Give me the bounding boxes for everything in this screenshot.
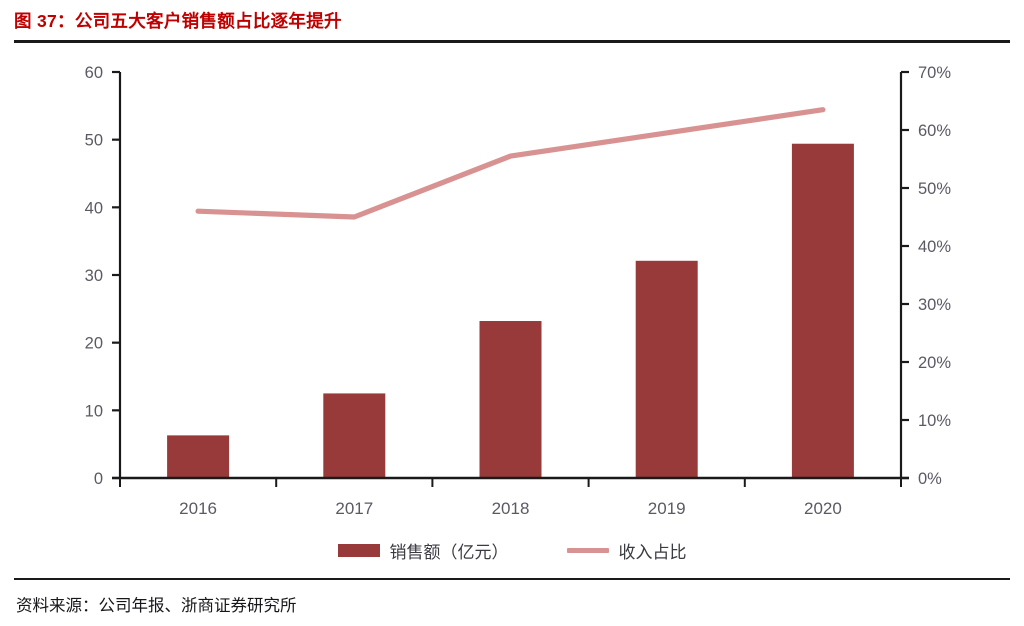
legend-item-sales[interactable]: 销售额（亿元） [337,538,509,563]
page-title: 图 37：公司五大客户销售额占比逐年提升 [14,11,342,31]
legend-label-revenue-share: 收入占比 [618,542,687,563]
bar-2020 [791,143,854,478]
bar-2019 [635,260,698,478]
x-axis-tick-label: 2017 [335,499,373,518]
left-axis-tick-label: 0 [94,470,103,488]
right-axis-tick-label: 60% [918,122,951,140]
footer-divider [14,578,1010,580]
legend-line-swatch-icon [566,547,609,553]
combo-bar-line-chart: 0 10 20 30 40 50 60 0% 10% 20% 30% 40% 50% 60% 70% 2016… [85,64,952,518]
right-axis-tick-label: 50% [918,180,951,198]
left-axis-tick-label: 30 [85,267,103,285]
right-axis-tick-label: 20% [918,354,951,372]
chart-container: 0 10 20 30 40 50 60 0% 10% 20% 30% 40% 50% 60% 70% 2016… [0,48,1024,568]
left-axis-tick-label: 20 [85,335,103,353]
line-revenue-share [195,107,826,220]
right-axis-tick-label: 40% [918,238,951,256]
bar-2016 [167,435,230,478]
x-axis-tick-label: 2019 [648,499,686,518]
right-axis-tick-label: 0% [918,470,942,488]
right-axis-tick-label: 10% [918,412,951,430]
right-axis-tick-label: 70% [918,64,951,82]
left-axis-tick-label: 60 [85,64,103,82]
right-axis-tick-label: 30% [918,296,951,314]
chart-legend: 销售额（亿元） 收入占比 [0,533,1024,567]
title-divider [14,40,1010,43]
legend-bar-swatch-icon [337,543,380,557]
legend-label-sales: 销售额（亿元） [389,542,509,563]
x-axis-tick-label: 2020 [804,499,842,518]
x-axis-tick-label: 2018 [492,499,530,518]
left-axis-tick-label: 40 [85,199,103,217]
legend-item-revenue-share[interactable]: 收入占比 [566,538,687,563]
bar-2017 [323,393,386,478]
source-note: 资料来源：公司年报、浙商证券研究所 [16,596,297,615]
left-axis-tick-label: 10 [85,402,103,420]
x-axis-tick-label: 2016 [179,499,217,518]
left-axis-tick-label: 50 [85,132,103,150]
bar-2018 [479,321,542,478]
